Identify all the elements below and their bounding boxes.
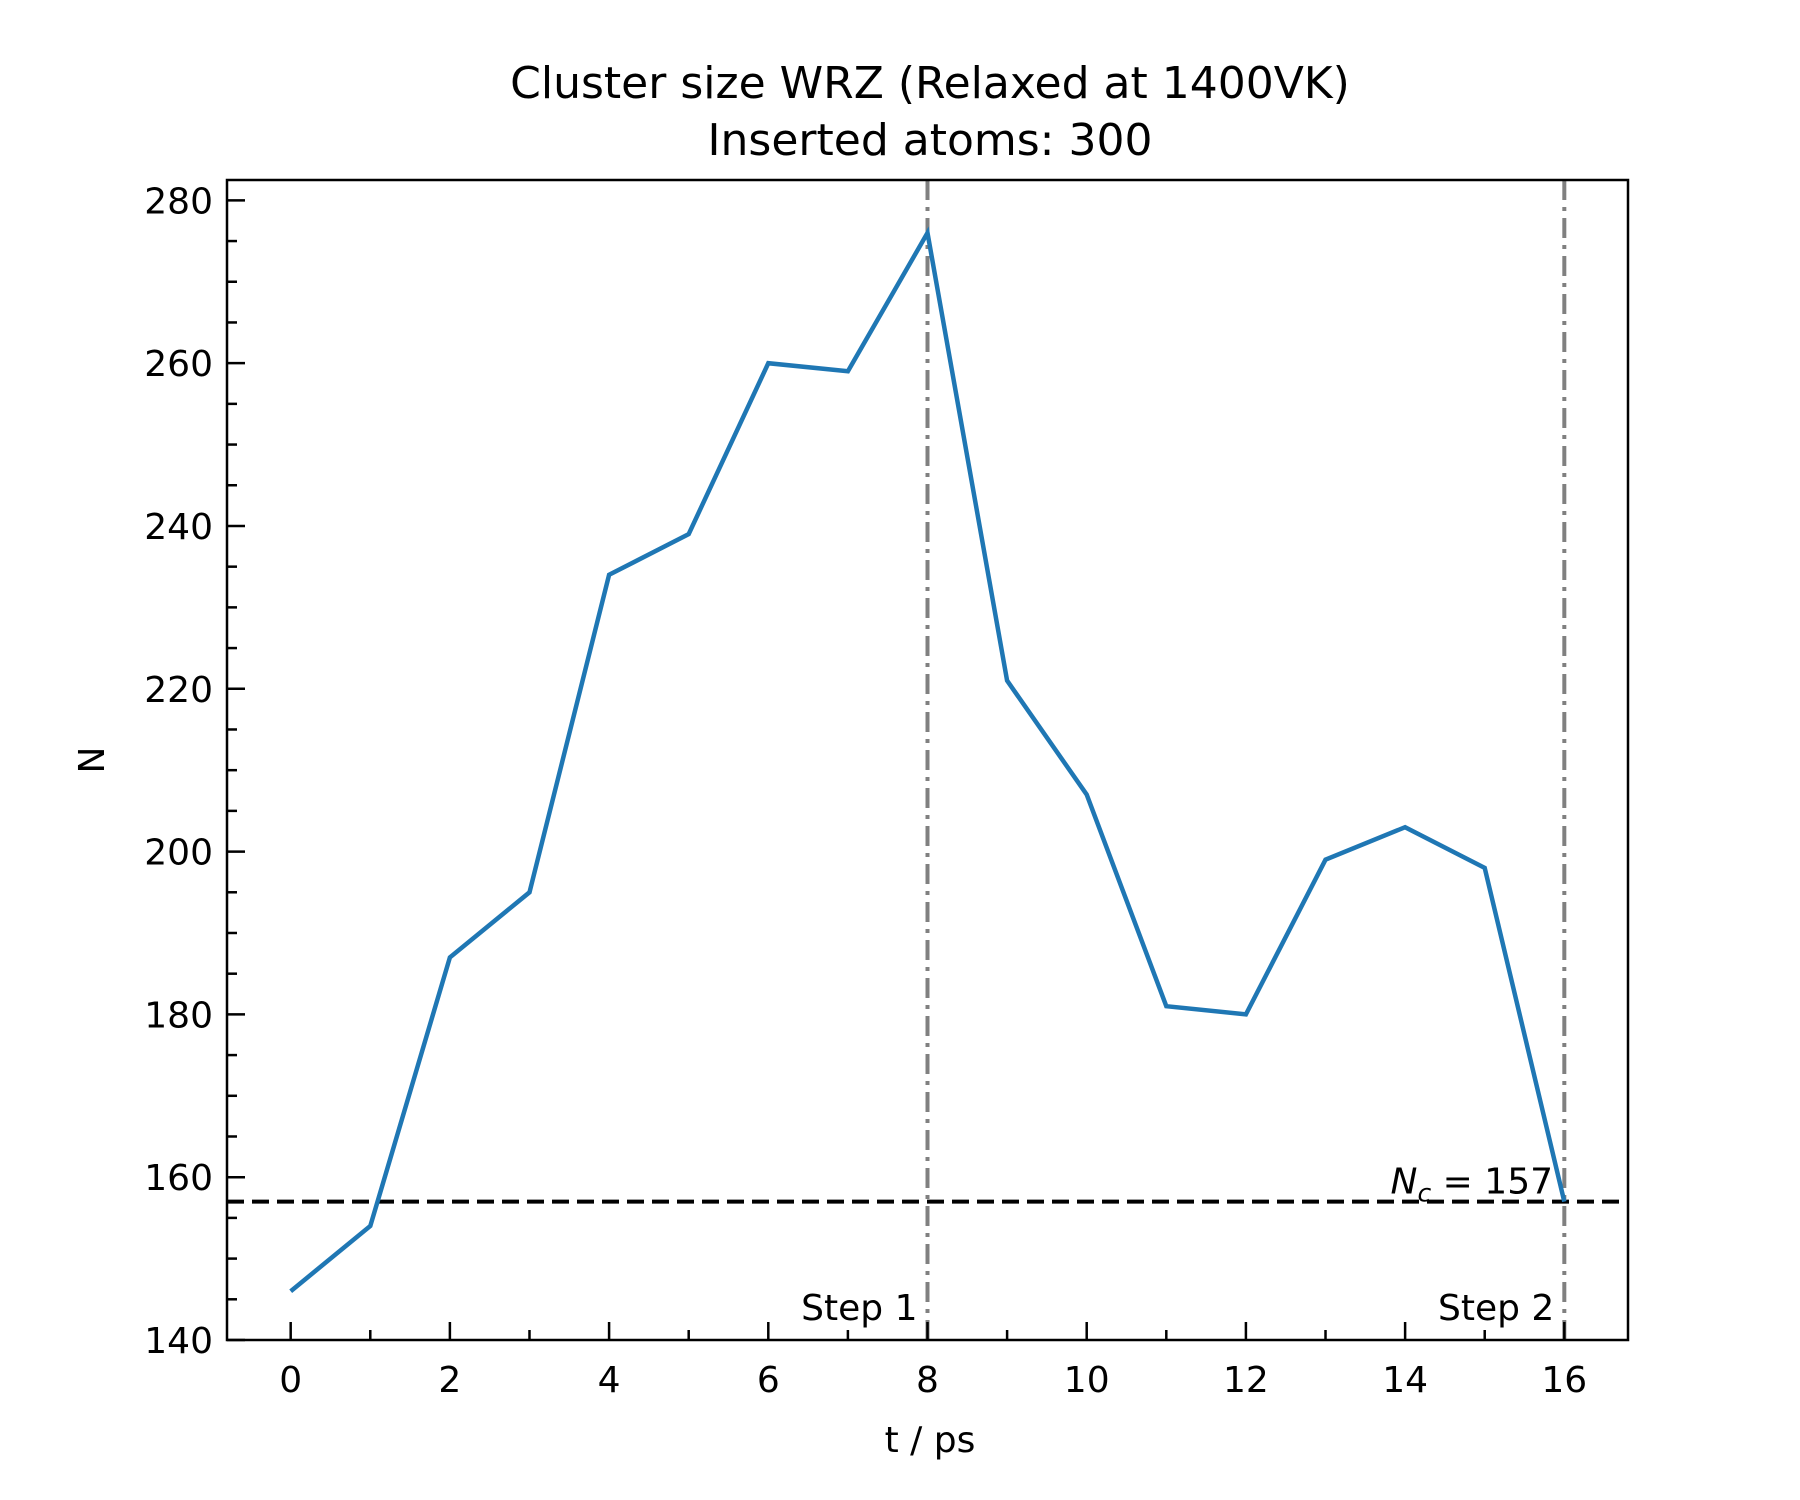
step-label-2: Step 2 xyxy=(1438,1288,1554,1329)
vertical-markers xyxy=(925,180,1567,1340)
y-tick-label: 180 xyxy=(144,995,213,1036)
x-tick-label: 0 xyxy=(279,1360,302,1401)
y-tick-label: 220 xyxy=(144,670,213,711)
axis-ticks: 0 2 4 6 8 10 12 14 16 140 160 180 200 220 240 260 280 xyxy=(144,181,1587,1401)
y-tick-label: 280 xyxy=(144,181,213,222)
x-axis-label: t / ps xyxy=(885,1420,976,1461)
y-tick-label: 140 xyxy=(144,1321,213,1362)
x-tick-label: 6 xyxy=(757,1360,780,1401)
plot-frame xyxy=(225,178,1630,1342)
x-tick-label: 10 xyxy=(1064,1360,1110,1401)
threshold-label: Nc = 157 xyxy=(1391,1162,1553,1208)
plot-area: 0 2 4 6 8 10 12 14 16 140 160 180 200 220 240 260 280 St… xyxy=(144,178,1630,1401)
annotations: Step 1 Step 2 Nc = 157 xyxy=(801,1162,1554,1329)
x-tick-label: 14 xyxy=(1382,1360,1428,1401)
step-label-1: Step 1 xyxy=(801,1288,917,1329)
y-tick-label: 240 xyxy=(144,507,213,548)
chart-title: Cluster size WRZ (Relaxed at 1400VK) xyxy=(510,58,1350,109)
chart-subtitle: Inserted atoms: 300 xyxy=(708,115,1153,166)
y-tick-label: 160 xyxy=(144,1158,213,1199)
y-tick-label: 200 xyxy=(144,833,213,874)
x-tick-label: 4 xyxy=(598,1360,621,1401)
x-tick-label: 2 xyxy=(438,1360,461,1401)
y-axis-label: N xyxy=(72,747,113,774)
x-tick-label: 16 xyxy=(1541,1360,1587,1401)
x-tick-label: 8 xyxy=(916,1360,939,1401)
y-tick-label: 260 xyxy=(144,344,213,385)
x-tick-label: 12 xyxy=(1223,1360,1269,1401)
series-line-0 xyxy=(289,226,1567,1293)
series-group xyxy=(289,226,1567,1293)
